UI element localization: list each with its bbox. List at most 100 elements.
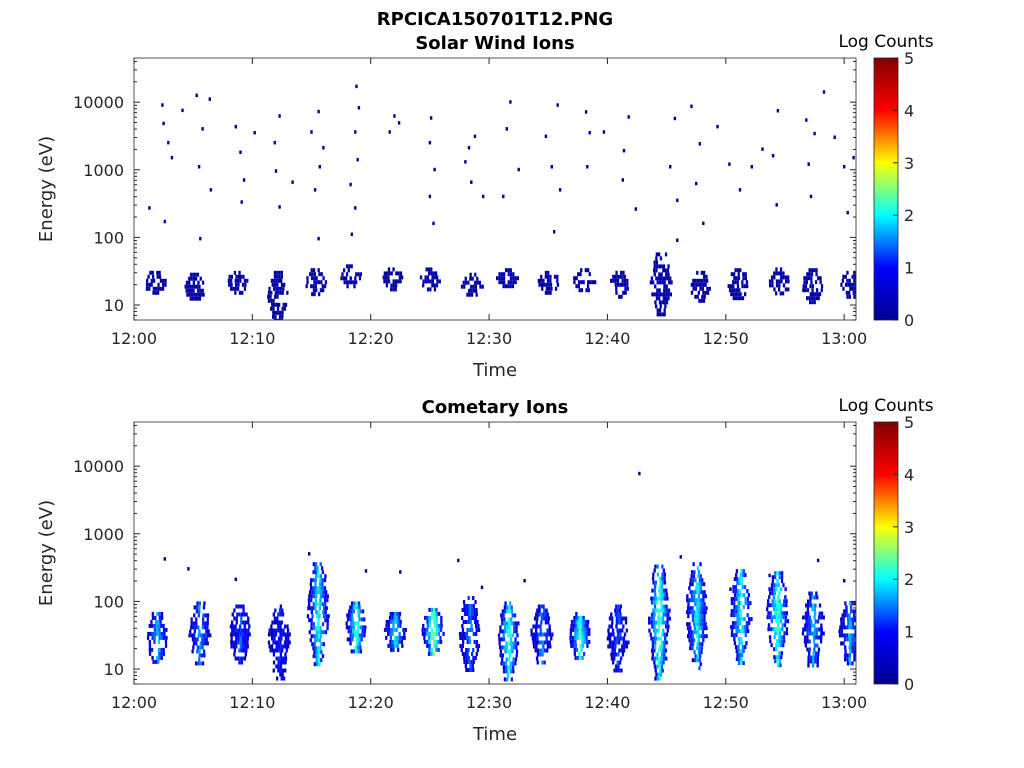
- count-cell: [240, 628, 243, 633]
- count-cell: [702, 622, 705, 627]
- count-cell: [501, 609, 504, 614]
- count-cell: [778, 627, 782, 632]
- count-cell: [817, 296, 820, 301]
- count-cell: [783, 623, 787, 628]
- count-cell: [661, 300, 664, 305]
- count-cell: [814, 603, 817, 608]
- count-cell: [694, 294, 697, 299]
- count-cell: [610, 278, 613, 283]
- count-cell: [612, 660, 615, 665]
- count-cell: [817, 635, 821, 640]
- count-cell: [780, 639, 783, 644]
- count-cell: [696, 590, 699, 595]
- count-cell: [278, 648, 281, 653]
- count-cell: [282, 628, 285, 633]
- count-cell: [465, 648, 468, 652]
- count-cell: [464, 280, 468, 285]
- count-cell: [151, 655, 154, 660]
- count-cell: [498, 641, 501, 646]
- count-cell: [614, 644, 617, 649]
- count-cell: [665, 624, 668, 629]
- count-cell: [804, 623, 807, 628]
- count-cell: [319, 646, 322, 651]
- count-cell: [540, 278, 543, 283]
- count-cell: [206, 621, 209, 626]
- count-cell: [273, 270, 277, 275]
- count-cell: [157, 290, 160, 295]
- count-cell: [538, 608, 541, 613]
- count-cell: [236, 286, 240, 291]
- count-cell: [819, 276, 822, 281]
- count-cell: [735, 649, 738, 654]
- count-cell: [164, 643, 168, 648]
- count-cell: [435, 619, 438, 624]
- count-cell: [361, 633, 364, 638]
- count-cell: [850, 609, 853, 614]
- count-cell: [388, 627, 391, 632]
- count-cell: [664, 276, 667, 281]
- count-cell: [507, 669, 510, 674]
- count-cell: [472, 648, 475, 652]
- count-cell: [813, 300, 816, 305]
- count-cell: [808, 623, 811, 628]
- count-cell: [324, 602, 327, 607]
- count-cell: [313, 642, 316, 647]
- count-cell: [783, 599, 786, 604]
- count-cell: [614, 612, 617, 617]
- count-cell: [804, 635, 807, 640]
- count-cell: [811, 607, 814, 612]
- count-cell: [549, 274, 552, 279]
- count-cell: [660, 272, 663, 277]
- count-cell: [284, 302, 288, 307]
- count-burst: [267, 604, 291, 681]
- count-cell: [808, 651, 811, 656]
- count-cell: [813, 631, 816, 636]
- count-cell: [474, 616, 478, 620]
- count-cell: [766, 607, 769, 612]
- count-cell: [282, 656, 285, 661]
- count-cell: [700, 298, 703, 303]
- count-cell: [844, 645, 847, 650]
- count-cell: [151, 647, 154, 652]
- count-cell: [507, 617, 511, 622]
- count-point: [695, 181, 698, 186]
- count-cell: [270, 644, 274, 649]
- count-cell: [543, 282, 546, 287]
- count-cell: [426, 615, 429, 620]
- count-cell: [310, 586, 313, 591]
- count-cell: [817, 651, 820, 656]
- count-cell: [737, 637, 741, 642]
- count-cell: [538, 282, 541, 287]
- count-point: [776, 109, 780, 113]
- count-cell: [317, 574, 320, 579]
- count-cell: [663, 580, 667, 585]
- count-cell: [820, 631, 823, 636]
- count-cell: [612, 652, 615, 657]
- count-cell: [242, 636, 245, 641]
- count-cell: [308, 630, 311, 635]
- count-cell: [780, 603, 783, 608]
- count-cell: [805, 280, 808, 285]
- count-cell: [318, 606, 321, 611]
- count-cell: [660, 292, 663, 297]
- count-cell: [428, 271, 431, 276]
- count-cell: [512, 669, 515, 674]
- count-cell: [321, 284, 324, 289]
- count-cell: [314, 566, 317, 571]
- count-cell: [730, 609, 733, 614]
- count-cell: [243, 612, 246, 617]
- count-cell: [471, 664, 474, 668]
- count-cell: [205, 637, 208, 642]
- count-cell: [470, 292, 474, 297]
- count-cell: [849, 641, 852, 646]
- count-cell: [575, 284, 578, 289]
- count-cell: [438, 623, 441, 628]
- count-cell: [316, 566, 319, 571]
- count-cell: [578, 627, 582, 632]
- count-cell: [467, 648, 470, 652]
- count-cell: [695, 598, 698, 603]
- count-cell: [152, 274, 155, 279]
- count-cell: [359, 649, 363, 654]
- count-cell: [235, 616, 238, 621]
- count-cell: [157, 282, 160, 287]
